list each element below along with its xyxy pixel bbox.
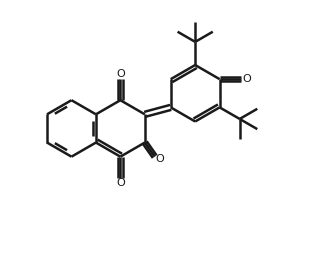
Text: O: O xyxy=(116,178,125,188)
Text: O: O xyxy=(242,74,251,84)
Text: O: O xyxy=(156,154,164,164)
Text: O: O xyxy=(116,69,125,79)
